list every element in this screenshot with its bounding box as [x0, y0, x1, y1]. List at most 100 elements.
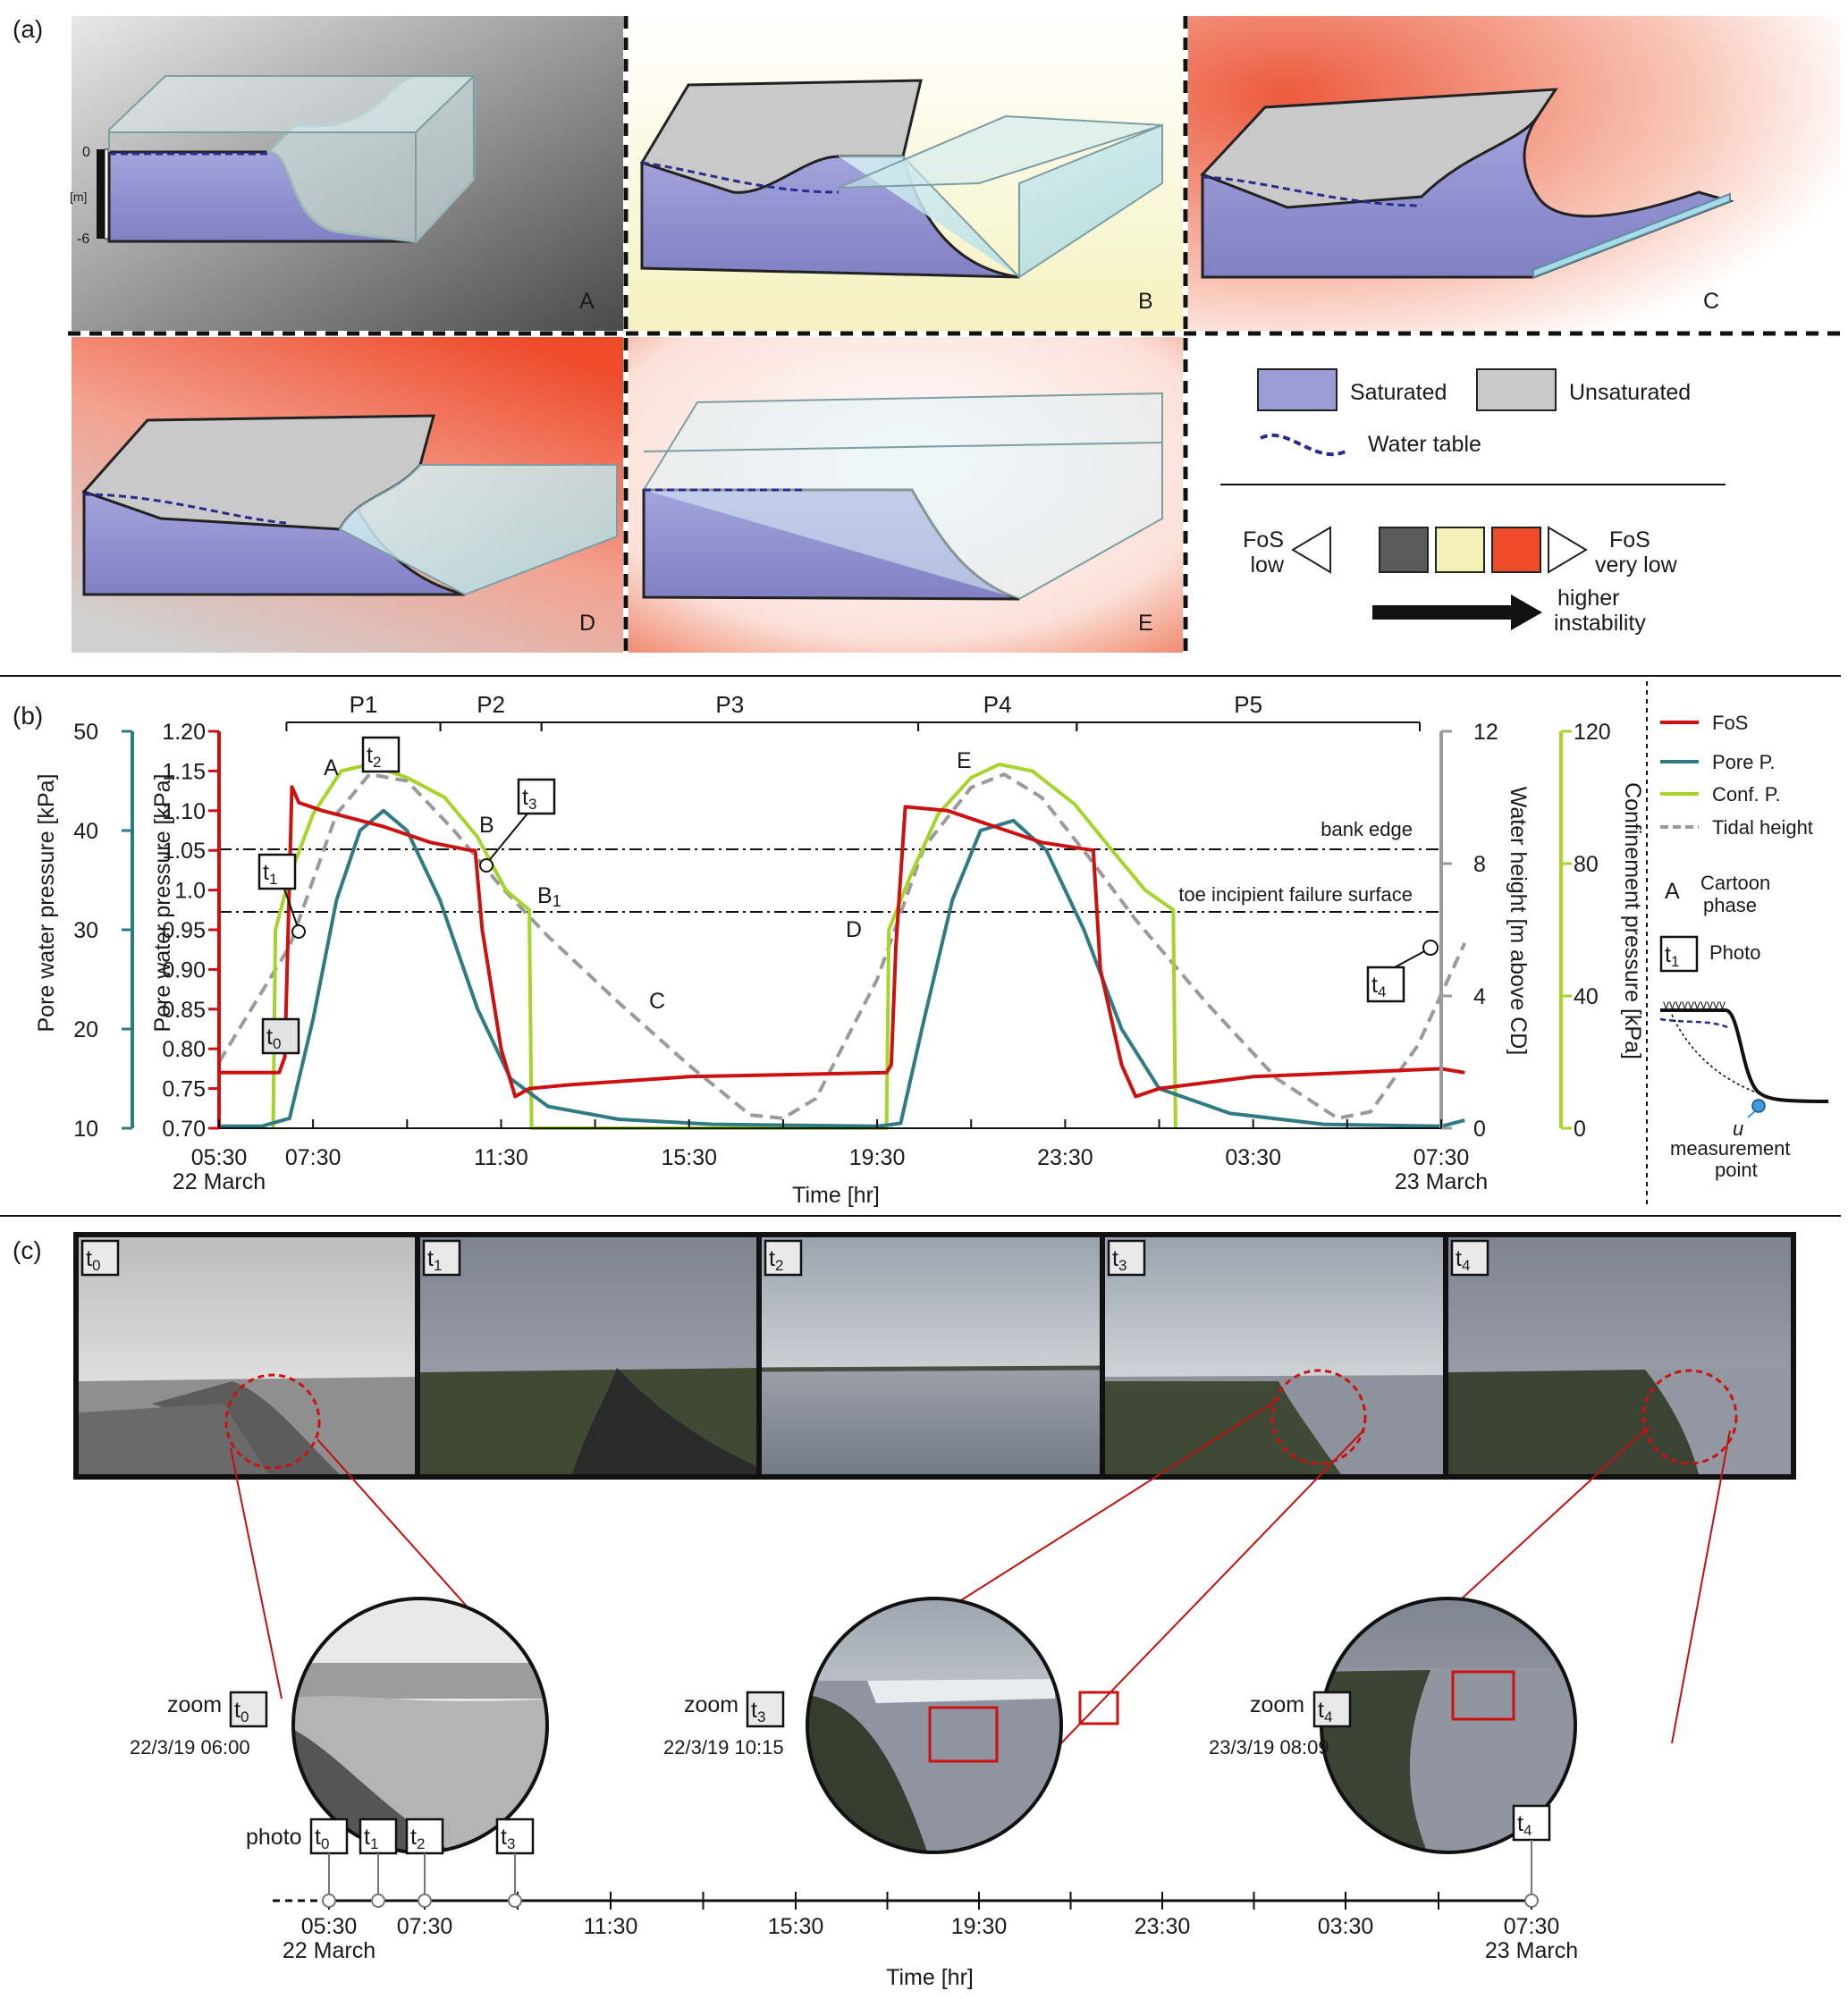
panel-c-label: (c)	[13, 1236, 42, 1264]
reference-lines: bank edge toe incipient failure surface	[219, 818, 1441, 913]
svg-text:B1: B1	[537, 883, 561, 910]
phase-brackets: P1 P2 P3 P4 P5	[285, 691, 1421, 731]
fos-very-low-arrow-icon	[1548, 526, 1588, 574]
cartoon-C: C	[1188, 16, 1841, 331]
svg-text:Pore P.: Pore P.	[1712, 751, 1776, 773]
frame-tags: t0 t1 t2 t3 t4	[80, 1239, 1489, 1277]
panel-a-dividers	[68, 16, 1841, 655]
svg-text:photo: photo	[246, 1825, 302, 1850]
timeline-tick-label: 23 March	[1485, 1938, 1578, 1963]
tick-label: 0.95	[162, 918, 206, 943]
photo-tag-t3: t3	[479, 778, 556, 873]
tick-label: 1.20	[162, 720, 206, 745]
svg-text:D: D	[846, 917, 862, 942]
tick-label: 0.70	[162, 1117, 206, 1142]
x-tick-label: 03:30	[1225, 1145, 1281, 1170]
axis-fos: 0.70 0.75 0.80 0.85 0.90 0.95 1.0 1.05 1.10 1.15 1…	[162, 720, 221, 1142]
panel-a-legend: Saturated Unsaturated Water table FoS lo…	[1220, 368, 1726, 636]
fos-low-arrow-icon	[1291, 526, 1331, 574]
tick-label: 0.80	[162, 1037, 206, 1062]
tick-label: 1.15	[162, 759, 206, 784]
svg-text:point: point	[1715, 1159, 1758, 1181]
phase-label: P4	[983, 691, 1012, 718]
tick-label: 10	[73, 1117, 98, 1142]
svg-text:Tidal height: Tidal height	[1712, 816, 1813, 839]
x-tick-label: 07:30	[1413, 1145, 1470, 1170]
svg-text:measurement: measurement	[1670, 1137, 1791, 1160]
svg-text:D: D	[579, 611, 595, 636]
chart-b: P1 P2 P3 P4 P5 bank edge toe incipient failu…	[34, 691, 1829, 1208]
timeline-tick-label: 07:30	[1504, 1914, 1560, 1939]
series-conf-p	[271, 763, 1177, 1130]
axis-water-height: 0 4 8 12	[1439, 720, 1498, 1142]
tick-label: 0.90	[162, 957, 206, 983]
phase-label: P5	[1234, 691, 1262, 718]
svg-text:A: A	[579, 289, 595, 314]
svg-text:A: A	[1665, 879, 1680, 904]
svg-text:very low: very low	[1595, 552, 1678, 578]
x-tick-label: 05:30	[191, 1145, 248, 1170]
svg-text:Saturated: Saturated	[1350, 380, 1447, 405]
svg-text:B: B	[479, 813, 494, 838]
tick-label: 0.85	[162, 998, 206, 1023]
phase-label: P2	[477, 691, 505, 718]
timeline-tick-label: 22 March	[283, 1938, 376, 1963]
panel-b-label: (b)	[13, 702, 43, 730]
svg-text:22/3/19 06:00: 22/3/19 06:00	[130, 1736, 250, 1759]
tick-label: 40	[1574, 984, 1599, 1009]
axis-title-pore-kpa: Pore water pressure [kPa]	[34, 773, 59, 1032]
timeline-tick-label: 03:30	[1318, 1914, 1374, 1939]
svg-text:0: 0	[82, 145, 90, 160]
x-tick-label: 15:30	[661, 1145, 717, 1170]
svg-text:A: A	[324, 755, 339, 780]
svg-text:instability: instability	[1554, 611, 1646, 636]
tick-label: 1.0	[174, 879, 206, 904]
svg-text:E: E	[1138, 611, 1153, 636]
x-axis-title: Time [hr]	[792, 1183, 880, 1208]
timeline-tick-label: 23:30	[1135, 1914, 1191, 1939]
timeline-xlabel: Time [hr]	[886, 1965, 974, 1990]
water-table-icon	[1260, 433, 1346, 457]
timeline-photo-tags: t0 t1 t2 t3 t4	[309, 1804, 1551, 1908]
svg-text:Unsaturated: Unsaturated	[1569, 380, 1691, 405]
axis-pore-kpa: 10 20 30 40 50	[73, 720, 134, 1142]
svg-text:zoom: zoom	[167, 1692, 222, 1717]
axis-title-water-height: Water height [m above CD]	[1506, 787, 1531, 1056]
tick-label: 50	[73, 720, 98, 745]
phase-label: P1	[350, 691, 378, 718]
chart-legend: FoS Pore P. Conf. P. Tidal height A Cart…	[1659, 712, 1829, 1181]
tick-label: 1.05	[162, 839, 206, 864]
svg-text:vvvvvvvvvv: vvvvvvvvvv	[1663, 997, 1726, 1011]
tick-label: 20	[73, 1017, 98, 1042]
tick-label: 0	[1574, 1117, 1586, 1142]
chart-photo-markers: t0 t1 t2 t3 t4	[257, 736, 1439, 1055]
svg-text:C: C	[1703, 289, 1719, 314]
depth-scale: 0 [m] -6	[70, 145, 109, 247]
tick-label: 120	[1574, 720, 1611, 745]
toe-label: toe incipient failure surface	[1178, 883, 1413, 906]
photo-tag-t1: t1	[257, 853, 306, 939]
tick-label: 80	[1574, 852, 1599, 877]
photo-t4	[1448, 1237, 1791, 1474]
photo-t3	[1105, 1237, 1443, 1474]
tick-label: 8	[1473, 852, 1486, 877]
x-tick-label: 11:30	[474, 1145, 528, 1170]
timeline-tick-label: 05:30	[301, 1914, 358, 1939]
tick-label: 0.75	[162, 1077, 206, 1102]
tick-label: 30	[73, 918, 98, 943]
svg-text:Water table: Water table	[1368, 432, 1481, 457]
svg-text:-6: -6	[77, 232, 89, 247]
axis-title-confinement: Confinement pressure [kPa]	[1620, 782, 1645, 1059]
svg-text:zoom: zoom	[1250, 1692, 1304, 1717]
svg-text:FoS: FoS	[1609, 527, 1650, 552]
axis-confinement: 0 40 80 120	[1559, 720, 1611, 1142]
svg-text:u: u	[1733, 1118, 1743, 1140]
cartoon-B: B	[629, 16, 1183, 331]
bank-edge-label: bank edge	[1321, 818, 1413, 840]
tick-label: 0	[1473, 1117, 1486, 1142]
tick-label: 1.10	[162, 799, 206, 824]
photo-t0	[79, 1237, 415, 1474]
